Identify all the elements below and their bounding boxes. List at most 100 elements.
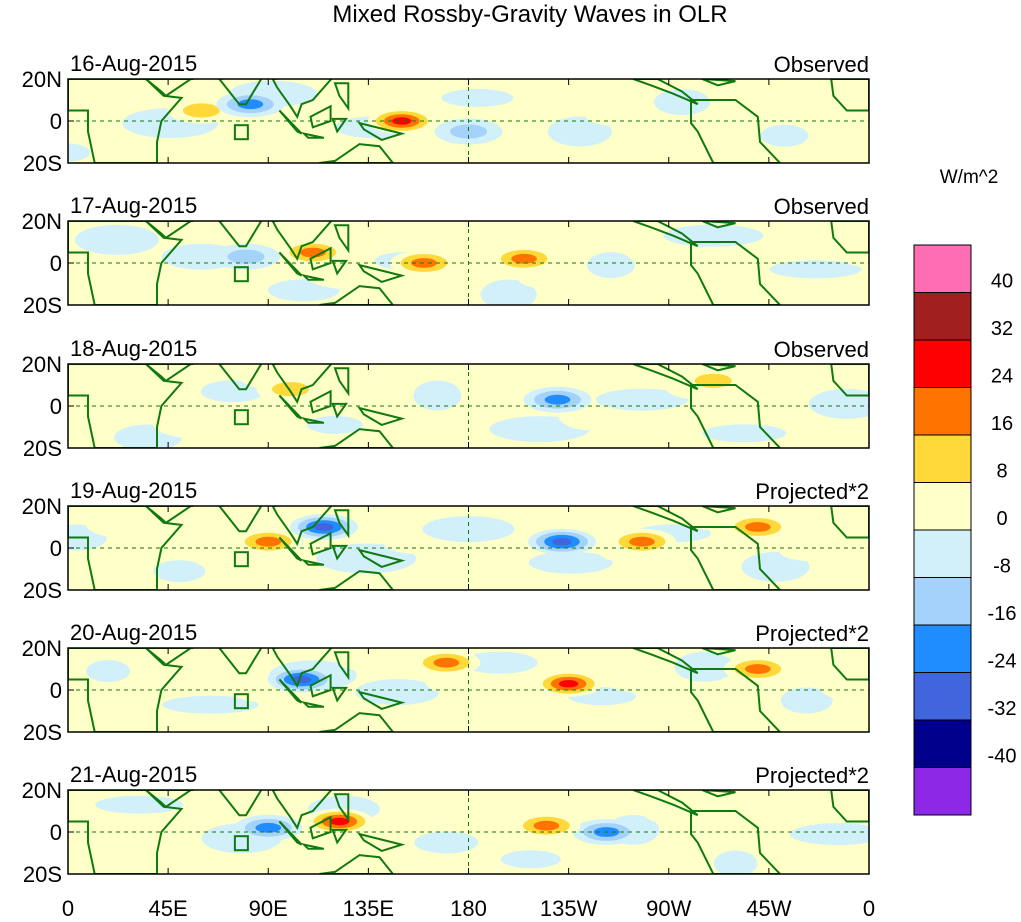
coastline [632, 506, 699, 533]
field-blob [74, 224, 159, 255]
field-blob [500, 850, 561, 869]
coastline [333, 793, 350, 823]
field-blob [499, 697, 602, 725]
map-panel: 20N 0 20S 18-Aug-2015 Observed [22, 336, 870, 461]
y-tick-label: 0 [50, 109, 62, 134]
field-blob [528, 551, 613, 574]
field-blob [596, 388, 688, 411]
reference-box [233, 835, 249, 852]
field-blob [153, 560, 206, 583]
field-blob [163, 841, 218, 865]
y-tick-label: 20N [22, 494, 62, 519]
field-blob [95, 795, 184, 814]
field-blob [837, 242, 869, 267]
map-panel: 20N 0 20S 16-Aug-2015 Observed [22, 51, 870, 176]
coastline [309, 389, 332, 414]
reference-box [233, 124, 249, 141]
coastline [144, 790, 195, 809]
panel-label: Projected*2 [755, 621, 869, 646]
field-blob [518, 269, 601, 290]
y-tick-label: 0 [50, 536, 62, 561]
olr-anomaly [629, 536, 655, 547]
colorbar-units: W/m^2 [940, 167, 999, 188]
coastline [331, 259, 349, 276]
field-blob [461, 651, 538, 674]
x-tick-label: 45W [746, 896, 791, 921]
coastline [331, 402, 349, 419]
y-tick-label: 20S [23, 578, 62, 603]
colorbar-tick-label: -8 [993, 556, 1011, 578]
coastline [300, 700, 325, 708]
field-blob [422, 516, 515, 543]
map-panel: 20N 0 20S 19-Aug-2015 Projected*2 [22, 478, 870, 603]
coastline [830, 506, 869, 539]
panel-date: 17-Aug-2015 [70, 193, 197, 218]
field-blob [692, 134, 775, 163]
field-blob [432, 797, 527, 825]
panel-label: Observed [774, 194, 869, 219]
colorbar-swatch [913, 482, 972, 531]
coastline [690, 99, 782, 163]
coastline [319, 143, 395, 163]
coastline [309, 673, 332, 698]
panel-field [68, 79, 869, 163]
x-tick-label: 135W [540, 896, 598, 921]
colorbar-tick-label: 40 [991, 271, 1013, 293]
y-tick-label: 0 [50, 251, 62, 276]
y-tick-label: 0 [50, 394, 62, 419]
panel-label: Projected*2 [755, 763, 869, 788]
olr-anomaly [314, 523, 334, 531]
field-blob [480, 279, 537, 305]
coastline [701, 790, 736, 798]
field-blob [547, 116, 612, 147]
coastline [690, 810, 782, 874]
colorbar-swatch [913, 339, 972, 388]
olr-anomaly [552, 538, 572, 546]
coastline [333, 367, 350, 397]
coastline [278, 536, 303, 562]
coastline [300, 842, 325, 850]
reference-box [233, 693, 249, 710]
colorbar-swatch [913, 529, 972, 578]
coastline [319, 285, 395, 305]
coastline [300, 131, 325, 139]
reference-box [233, 551, 249, 568]
y-tick-label: 20N [22, 352, 62, 377]
coastline [357, 832, 406, 852]
coastline [357, 548, 406, 568]
field-blob [346, 841, 445, 874]
coastline [271, 648, 333, 689]
coastline [68, 364, 184, 448]
colorbar-swatch [913, 244, 972, 293]
y-tick-label: 20S [23, 151, 62, 176]
coastline [144, 648, 195, 667]
map-panel: 20N 0 20S 20-Aug-2015 Projected*2 [22, 620, 870, 745]
colorbar-swatch [913, 719, 972, 768]
coastline [331, 117, 349, 134]
field-blob [798, 107, 869, 135]
coastline [144, 79, 195, 98]
coastline [333, 651, 350, 681]
field-blob [68, 805, 119, 834]
coastline [309, 104, 332, 129]
y-tick-label: 20N [22, 778, 62, 803]
coastline [333, 224, 350, 254]
coastline [830, 648, 869, 681]
colorbar-tick-label: -32 [988, 698, 1017, 720]
olr-anomaly [329, 817, 350, 826]
olr-anomaly [558, 680, 579, 688]
x-tick-label: 0 [62, 896, 74, 921]
olr-anomaly [183, 103, 220, 118]
coastline [144, 506, 195, 525]
coastline [218, 790, 263, 817]
colorbar-tick-label: 0 [996, 508, 1007, 530]
olr-anomaly [533, 820, 560, 831]
coastline [690, 526, 782, 590]
coastline [701, 648, 736, 656]
coastline [309, 815, 332, 840]
olr-anomaly [745, 522, 771, 532]
coastline [333, 509, 350, 539]
coastline [632, 364, 699, 391]
field-blob [780, 687, 833, 714]
panel-field [68, 790, 869, 874]
